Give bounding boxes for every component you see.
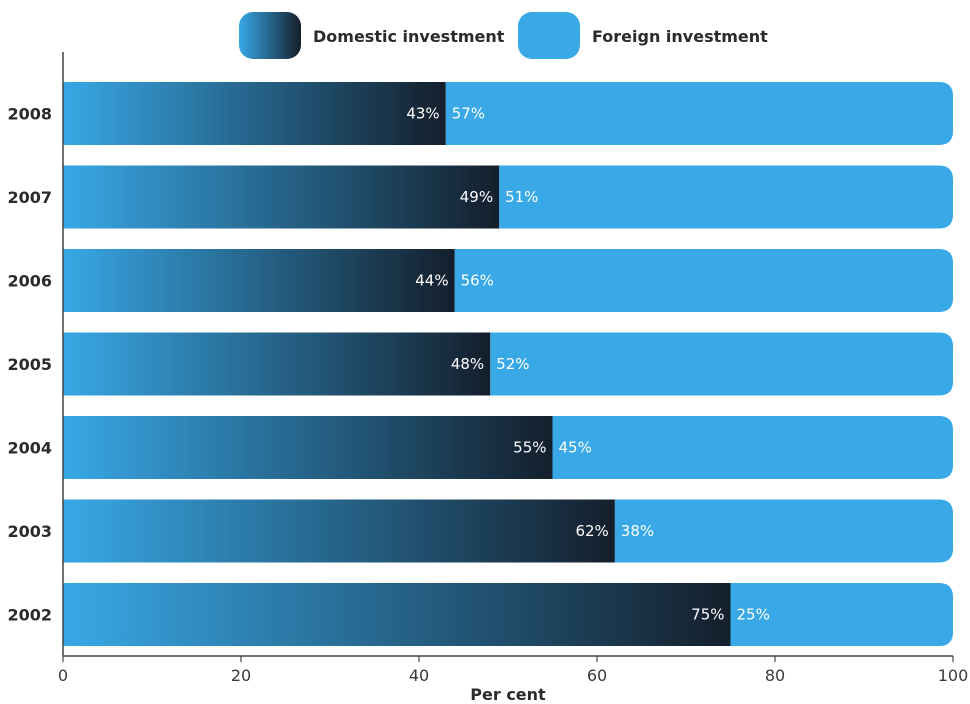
y-tick-label-2007: 2007 (7, 188, 52, 207)
bar-foreign-2008 (445, 82, 953, 145)
x-axis-ticks: 0 20 40 60 80 100 (58, 656, 968, 685)
bar-label-foreign-2007: 51% (505, 188, 538, 206)
legend-label-foreign: Foreign investment (592, 27, 768, 46)
bar-label-foreign-2002: 25% (737, 606, 770, 624)
bar-label-domestic-2004: 55% (513, 439, 546, 457)
bar-domestic-2005 (63, 332, 491, 396)
bar-foreign-2004 (552, 416, 953, 479)
x-tick-label-20: 20 (231, 666, 251, 685)
bar-label-foreign-2003: 38% (621, 522, 654, 540)
y-axis-labels: 2008 2007 2006 2005 2004 2003 2002 (7, 105, 52, 625)
y-tick-label-2005: 2005 (7, 355, 52, 374)
bar-domestic-2002 (63, 583, 731, 646)
bar-label-foreign-2005: 52% (496, 355, 529, 373)
bar-label-domestic-2006: 44% (415, 272, 448, 290)
x-axis-title: Per cent (470, 685, 546, 704)
x-tick-label-40: 40 (409, 666, 429, 685)
x-tick-label-100: 100 (938, 666, 969, 685)
legend-label-domestic: Domestic investment (313, 27, 505, 46)
bars-group (63, 82, 953, 646)
bar-label-domestic-2003: 62% (575, 522, 608, 540)
bar-foreign-2006 (454, 249, 953, 312)
y-tick-label-2004: 2004 (7, 439, 52, 458)
bar-domestic-2004 (63, 416, 553, 479)
y-tick-label-2003: 2003 (7, 522, 52, 541)
y-tick-label-2002: 2002 (7, 606, 52, 625)
bar-label-foreign-2004: 45% (559, 439, 592, 457)
legend-swatch-foreign (518, 12, 580, 59)
bar-labels-group: 43% 57% 49% 51% 44% 56% 48% 52% 55% 45% 62% 38% 75% 2… (406, 105, 769, 624)
bar-domestic-2003 (63, 499, 615, 563)
bar-domestic-2006 (63, 249, 455, 312)
legend: Domestic investment Foreign investment (239, 12, 768, 59)
bar-foreign-2007 (499, 165, 953, 229)
bar-label-domestic-2005: 48% (451, 355, 484, 373)
bar-domestic-2008 (63, 82, 446, 145)
x-tick-label-60: 60 (587, 666, 607, 685)
x-tick-label-0: 0 (58, 666, 68, 685)
bar-foreign-2005 (490, 332, 953, 396)
bar-foreign-2002 (730, 583, 953, 646)
bar-foreign-2003 (614, 499, 953, 563)
bar-label-foreign-2006: 56% (461, 272, 494, 290)
x-tick-label-80: 80 (765, 666, 785, 685)
bar-label-domestic-2008: 43% (406, 105, 439, 123)
y-tick-label-2006: 2006 (7, 272, 52, 291)
bar-label-foreign-2008: 57% (452, 105, 485, 123)
legend-swatch-domestic (239, 12, 301, 59)
y-tick-label-2008: 2008 (7, 105, 52, 124)
bar-label-domestic-2007: 49% (460, 188, 493, 206)
bar-domestic-2007 (63, 165, 500, 229)
bar-label-domestic-2002: 75% (691, 606, 724, 624)
